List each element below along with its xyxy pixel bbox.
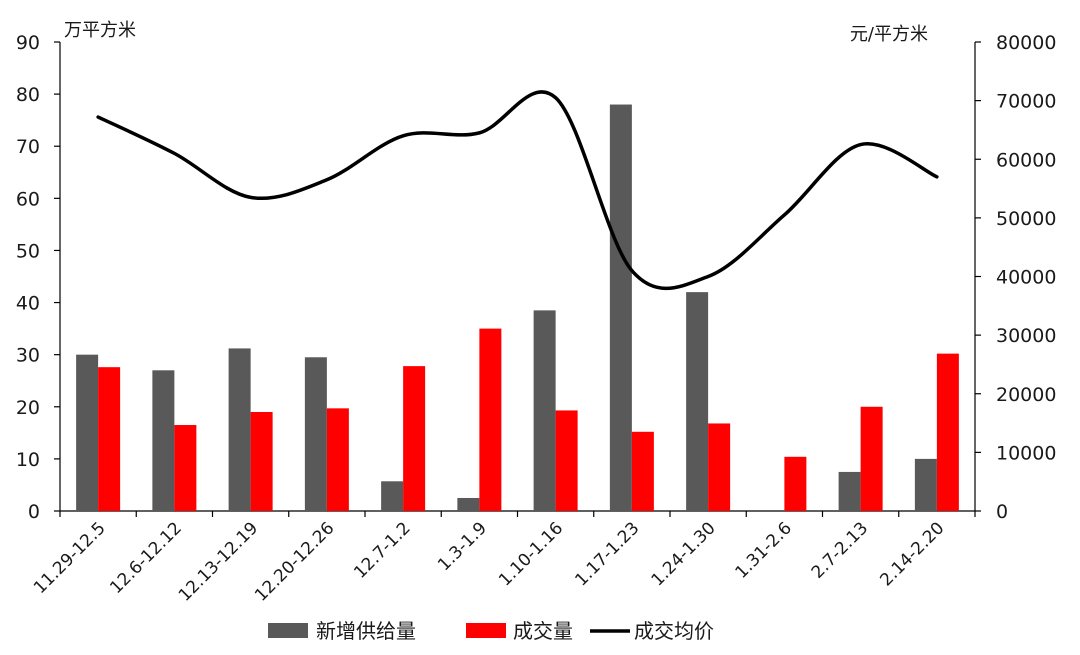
supply-bar bbox=[839, 472, 861, 511]
right-tick-label: 50000 bbox=[996, 208, 1056, 230]
left-tick-label: 80 bbox=[16, 84, 40, 106]
supply-bar bbox=[534, 310, 556, 511]
transaction-bar bbox=[937, 354, 959, 511]
category-label: 12.20-12.26 bbox=[251, 518, 338, 605]
transaction-bar bbox=[403, 366, 425, 511]
category-label: 2.14-2.20 bbox=[876, 518, 948, 590]
legend-supply-swatch bbox=[268, 623, 308, 638]
right-axis-unit-label: 元/平方米 bbox=[850, 24, 928, 45]
supply-bar bbox=[610, 105, 632, 511]
category-label: 1.24-1.30 bbox=[648, 518, 720, 590]
left-tick-label: 60 bbox=[16, 188, 40, 210]
supply-bar bbox=[76, 355, 98, 511]
supply-bar bbox=[915, 459, 937, 511]
transaction-bar bbox=[556, 410, 578, 511]
left-tick-label: 10 bbox=[16, 449, 40, 471]
right-tick-label: 20000 bbox=[996, 384, 1056, 406]
supply-bar bbox=[229, 348, 251, 511]
left-tick-label: 0 bbox=[28, 501, 40, 523]
left-axis-unit-label: 万平方米 bbox=[64, 20, 136, 41]
legend-label: 成交均价 bbox=[634, 619, 714, 643]
left-tick-label: 20 bbox=[16, 397, 40, 419]
transaction-bar bbox=[98, 367, 120, 511]
category-label: 1.17-1.23 bbox=[571, 518, 643, 590]
category-label: 12.6-12.12 bbox=[106, 518, 186, 598]
category-label: 12.7-1.2 bbox=[350, 518, 414, 582]
left-tick-label: 30 bbox=[16, 345, 40, 367]
legend-label: 成交量 bbox=[513, 619, 573, 643]
right-tick-label: 40000 bbox=[996, 267, 1056, 289]
transaction-bar bbox=[861, 407, 883, 511]
category-label: 1.3-1.9 bbox=[434, 518, 491, 575]
supply-bar bbox=[457, 498, 479, 511]
right-tick-label: 70000 bbox=[996, 91, 1056, 113]
right-tick-label: 0 bbox=[996, 501, 1008, 523]
legend-transaction-swatch bbox=[466, 623, 506, 638]
category-labels-layer: 11.29-12.512.6-12.1212.13-12.1912.20-12.… bbox=[30, 518, 948, 605]
left-tick-label: 50 bbox=[16, 240, 40, 262]
supply-bar bbox=[686, 292, 708, 511]
category-label: 1.31-2.6 bbox=[732, 518, 796, 582]
transaction-bar bbox=[251, 412, 273, 511]
supply-bar bbox=[305, 357, 327, 511]
transaction-bar bbox=[479, 329, 501, 511]
average-price-line bbox=[98, 92, 937, 289]
right-tick-label: 80000 bbox=[996, 32, 1056, 54]
transaction-bar bbox=[174, 425, 196, 511]
supply-bar bbox=[381, 481, 403, 511]
category-label: 12.13-12.19 bbox=[175, 518, 262, 605]
left-tick-label: 40 bbox=[16, 293, 40, 315]
supply-bar bbox=[152, 370, 174, 511]
transaction-bar bbox=[784, 457, 806, 511]
bars-layer bbox=[76, 105, 959, 511]
right-tick-label: 60000 bbox=[996, 149, 1056, 171]
legend-label: 新增供给量 bbox=[316, 619, 416, 643]
category-label: 11.29-12.5 bbox=[30, 518, 110, 598]
line-layer bbox=[98, 92, 937, 289]
left-tick-label: 90 bbox=[16, 32, 40, 54]
axes-layer: 万平方米 元/平方米 bbox=[60, 20, 975, 511]
transaction-bar bbox=[632, 432, 654, 511]
right-tick-label: 30000 bbox=[996, 325, 1056, 347]
right-tick-label: 10000 bbox=[996, 442, 1056, 464]
left-tick-label: 70 bbox=[16, 136, 40, 158]
transaction-bar bbox=[327, 408, 349, 511]
transaction-bar bbox=[708, 423, 730, 511]
category-label: 2.7-2.13 bbox=[808, 518, 872, 582]
category-label: 1.10-1.16 bbox=[495, 518, 567, 590]
legend: 新增供给量 成交量 成交均价 bbox=[268, 619, 714, 643]
